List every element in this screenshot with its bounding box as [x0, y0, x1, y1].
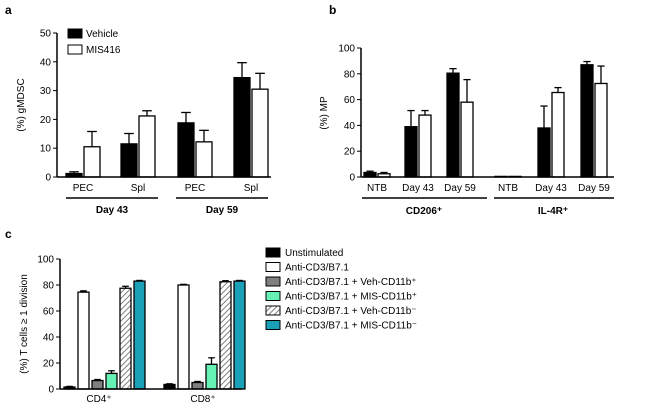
panel-letter-c: c — [5, 227, 12, 241]
panel-b-y-tick-label-1: 20 — [344, 147, 356, 158]
panel-b-group-1: IL-4R⁺ — [538, 206, 568, 217]
panel-b-bar-s1-c2 — [460, 101, 474, 178]
panel-b-bar-s1-c5 — [594, 82, 608, 178]
panel-b-bar-s1-c4 — [551, 91, 565, 178]
panel-c-y-tick-label-4: 80 — [43, 281, 55, 292]
panel-c-legend-label-4: Anti-CD3/B7.1 + Veh-CD11b⁻ — [285, 306, 417, 317]
panel-b-bar-s0-c2 — [446, 72, 460, 178]
panel-c-bar-s4-c0 — [119, 287, 132, 390]
panel-c-y-axis: 0 20 40 60 80 100 — [37, 255, 61, 396]
panel-a-bar-s1-c2 — [195, 141, 213, 178]
panel-a-bar-s0-c3 — [233, 76, 251, 178]
panel-b-y-tick-label-3: 60 — [344, 95, 356, 106]
panel-b-cat-5: Day 59 — [578, 183, 610, 194]
panel-c-bar-s5-c1 — [233, 280, 246, 390]
panel-a-bar-s0-c2 — [177, 122, 195, 178]
panel-c-y-tick-label-3: 60 — [43, 307, 55, 318]
panel-a-cat-0: PEC — [73, 183, 94, 194]
panel-a-group-1: Day 59 — [206, 205, 239, 216]
panel-a-bar-s1-c0 — [83, 146, 101, 178]
panel-c-ylabel: (%) T cells ≥ 1 division — [19, 274, 30, 374]
panel-a-y-tick-label-4: 40 — [40, 57, 52, 68]
panel-b-bar-s0-c4 — [537, 127, 551, 178]
panel-a-bar-s1-c1 — [138, 115, 156, 178]
panel-a-y-tick-label-0: 0 — [45, 173, 51, 184]
panel-a-legend-label-vehicle: Vehicle — [86, 29, 119, 40]
panel-a-y-tick-label-1: 10 — [40, 144, 52, 155]
panel-a-legend-swatch-vehicle — [67, 28, 83, 39]
panel-c-legend-label-5: Anti-CD3/B7.1 + MIS-CD11b⁻ — [285, 321, 417, 332]
panel-c-bar-s2-c1 — [191, 381, 204, 390]
panel-a-legend-label-mis416: MIS416 — [86, 45, 121, 56]
panel-b-bar-s0-c5 — [580, 64, 594, 178]
panel-b-y-tick-label-4: 80 — [344, 69, 356, 80]
panel-b: (%) MP 0 20 40 60 80 100 NTB Day 43 Day 59 NT… — [319, 44, 614, 217]
panel-c-bars — [60, 279, 246, 390]
panel-c-bar-s1-c1 — [177, 284, 190, 390]
panel-c-legend-label-0: Unstimulated — [285, 248, 343, 259]
panel-a-bar-s1-c3 — [251, 88, 269, 178]
panel-c: (%) T cells ≥ 1 division 0 20 40 60 80 100 CD… — [19, 247, 417, 405]
panel-a-y-axis: 0 10 20 30 40 50 — [40, 29, 58, 184]
panel-letter-a: a — [5, 3, 12, 17]
panel-b-cat-4: Day 43 — [535, 183, 567, 194]
panel-c-y-tick-label-2: 40 — [43, 333, 55, 344]
panel-c-legend-swatch-2 — [265, 276, 281, 287]
panel-b-bar-s0-c1 — [404, 126, 418, 178]
panel-b-ylabel: (%) MP — [319, 96, 330, 130]
panel-c-legend: Unstimulated Anti-CD3/B7.1 Anti-CD3/B7.1 +… — [265, 247, 417, 332]
panel-c-bar-s3-c0 — [105, 372, 118, 390]
panel-c-legend-label-3: Anti-CD3/B7.1 + MIS-CD11b⁺ — [285, 292, 417, 303]
panel-a-y-tick-label-2: 20 — [40, 115, 52, 126]
panel-c-y-tick-label-5: 100 — [37, 255, 54, 266]
panel-c-cat-0: CD4⁺ — [86, 394, 111, 405]
panel-a-cat-2: PEC — [185, 183, 206, 194]
panel-c-y-tick-label-1: 20 — [43, 359, 55, 370]
panel-b-group-0: CD206⁺ — [406, 206, 442, 217]
panel-b-cat-0: NTB — [367, 183, 387, 194]
panel-b-cat-3: NTB — [498, 183, 518, 194]
panel-c-legend-label-1: Anti-CD3/B7.1 — [285, 263, 349, 274]
panel-a-cat-1: Spl — [131, 183, 145, 194]
panel-c-legend-swatch-5 — [265, 320, 281, 330]
panel-a-y-tick-label-3: 30 — [40, 86, 52, 97]
panel-c-legend-swatch-3 — [265, 291, 281, 301]
panel-b-y-tick-label-2: 40 — [344, 121, 356, 132]
panel-b-cat-2: Day 59 — [444, 183, 476, 194]
panel-c-legend-swatch-4 — [265, 305, 281, 316]
panel-b-y-axis: 0 20 40 60 80 100 — [338, 44, 362, 184]
panel-c-bar-s2-c0 — [91, 379, 104, 390]
panel-a-group-0: Day 43 — [96, 205, 129, 216]
panel-c-cat-1: CD8⁺ — [190, 394, 215, 405]
panel-a-bar-s0-c1 — [120, 143, 138, 178]
panel-a-ylabel: (%) gMDSC — [16, 78, 27, 131]
panel-c-bar-s1-c0 — [77, 291, 90, 390]
panel-a: (%) gMDSC 0 10 20 30 40 50 PEC Spl PEC Spl Da… — [16, 28, 271, 216]
panel-c-legend-label-2: Anti-CD3/B7.1 + Veh-CD11b⁺ — [285, 277, 417, 288]
panel-b-bars — [361, 60, 614, 178]
panel-a-bars — [57, 62, 271, 178]
panel-c-legend-swatch-0 — [265, 247, 281, 258]
panel-c-legend-swatch-1 — [265, 262, 281, 272]
panel-c-y-tick-label-0: 0 — [48, 385, 54, 396]
panel-c-bar-s3-c1 — [205, 363, 218, 390]
panel-b-cat-1: Day 43 — [402, 183, 434, 194]
panel-a-cat-3: Spl — [244, 183, 258, 194]
panel-c-bar-s5-c0 — [133, 280, 146, 390]
panel-b-bar-s1-c1 — [418, 114, 432, 178]
panel-b-y-tick-label-0: 0 — [349, 173, 355, 184]
panel-a-y-tick-label-5: 50 — [40, 29, 52, 40]
panel-letter-b: b — [329, 3, 336, 17]
panel-a-legend-swatch-mis416 — [67, 44, 83, 55]
panel-b-y-tick-label-5: 100 — [338, 44, 355, 55]
panel-c-bar-s4-c1 — [219, 281, 232, 390]
